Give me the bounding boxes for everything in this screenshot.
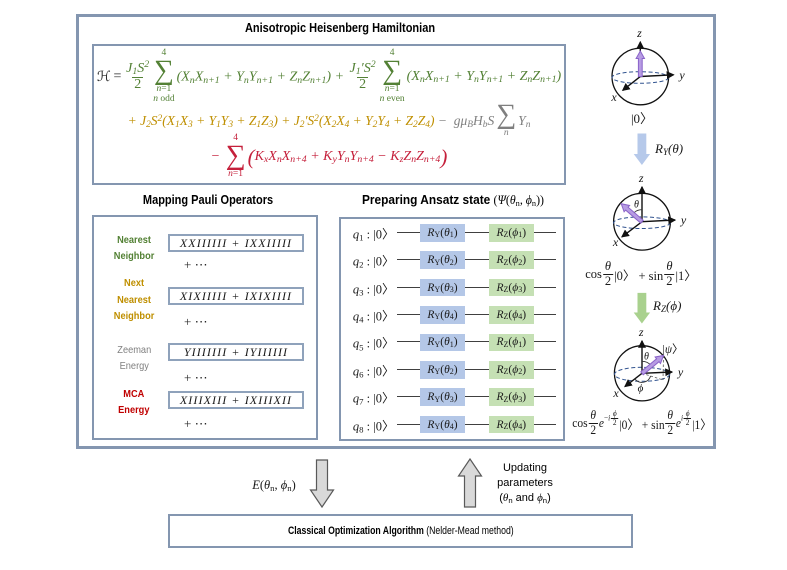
svg-text:x: x <box>610 90 617 104</box>
svg-text:y: y <box>680 213 687 227</box>
svg-text:z: z <box>638 325 644 339</box>
svg-text:z: z <box>636 26 642 40</box>
svg-text:x: x <box>612 235 619 249</box>
svg-text:y: y <box>678 68 685 82</box>
svg-text:x: x <box>612 386 619 400</box>
svg-text:z: z <box>638 171 644 185</box>
svg-text:y: y <box>677 365 684 379</box>
svg-text:θ: θ <box>634 200 639 211</box>
svg-text:|ψ〉: |ψ〉 <box>663 343 684 356</box>
svg-text:θ: θ <box>644 352 649 363</box>
svg-text:ϕ: ϕ <box>638 383 644 395</box>
